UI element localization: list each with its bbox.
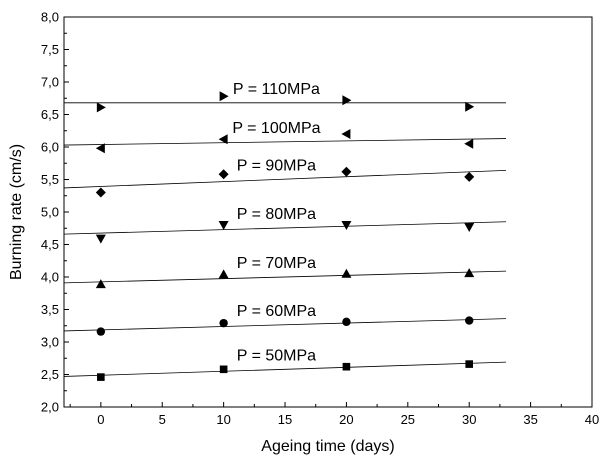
x-tick-label: 10 — [216, 412, 230, 427]
x-axis-title: Ageing time (days) — [261, 438, 394, 455]
y-tick-label: 5,5 — [41, 172, 59, 187]
plot-frame — [63, 16, 593, 408]
data-point-triangle-right — [342, 95, 352, 106]
data-point-triangle-up — [218, 269, 229, 279]
data-point-triangle-left — [95, 143, 105, 154]
data-point-diamond — [341, 166, 352, 177]
y-tick-label: 7,0 — [41, 75, 59, 90]
series-label: P = 50MPa — [237, 348, 316, 365]
x-tick-label: 5 — [159, 412, 166, 427]
y-tick-label: 6,0 — [41, 140, 59, 155]
y-tick-label: 7,5 — [41, 42, 59, 57]
series-label: P = 110MPa — [233, 81, 320, 98]
fit-line — [63, 138, 507, 146]
data-point-circle — [219, 318, 228, 328]
data-point-triangle-right — [465, 101, 475, 112]
data-point-diamond — [464, 171, 475, 182]
y-tick-label: 2,0 — [41, 400, 59, 415]
series-label: P = 60MPa — [237, 303, 316, 320]
data-point-triangle-down — [464, 222, 475, 232]
y-tick-label: 8,0 — [41, 10, 59, 25]
y-tick-label: 4,5 — [41, 237, 59, 252]
fit-line — [63, 318, 507, 332]
y-axis-ticks: 2,0 2,5 3,0 3,5 4,0 4,5 5,0 5,5 6,0 6,5 7,0 7,5 8,0 — [41, 10, 69, 415]
y-tick-label: 3,0 — [41, 335, 59, 350]
data-point-triangle-left — [218, 134, 228, 145]
data-point-triangle-up — [341, 268, 352, 278]
y-tick-label: 2,5 — [41, 367, 59, 382]
series-labels: P = 50MPa P = 60MPa P = 70MPa P = 80MPa P = … — [232, 81, 320, 365]
data-point-circle — [465, 316, 474, 325]
y-tick-label: 3,5 — [41, 302, 59, 317]
data-point-triangle-left — [464, 138, 474, 149]
y-tick-label: 5,0 — [41, 205, 59, 220]
data-point-circle — [342, 317, 351, 327]
series-label: P = 70MPa — [237, 255, 316, 272]
data-point-triangle-right — [96, 102, 106, 113]
series-label: P = 90MPa — [237, 158, 316, 175]
data-point-circle — [96, 327, 106, 336]
series-label: P = 100MPa — [232, 120, 320, 137]
x-tick-label: 35 — [523, 412, 537, 427]
fit-line — [63, 361, 507, 377]
fit-line — [63, 170, 507, 189]
data-points — [95, 91, 475, 381]
y-axis-title: Burning rate (cm/s) — [8, 144, 25, 280]
x-tick-label: 40 — [585, 412, 599, 427]
data-point-triangle-up — [464, 268, 475, 278]
y-tick-label: 4,0 — [41, 270, 59, 285]
x-tick-label: 15 — [278, 412, 292, 427]
x-tick-label: 20 — [339, 412, 353, 427]
data-point-triangle-down — [95, 234, 106, 244]
x-axis-ticks: 0 5 10 15 20 25 30 35 40 — [69, 402, 599, 427]
series-label: P = 80MPa — [237, 206, 316, 223]
data-point-square — [219, 365, 228, 374]
x-tick-label: 25 — [401, 412, 415, 427]
x-tick-label: 30 — [462, 412, 476, 427]
fit-line — [63, 221, 507, 235]
data-point-triangle-up — [95, 279, 106, 289]
data-point-triangle-down — [341, 221, 352, 230]
data-point-triangle-left — [341, 129, 351, 139]
y-tick-label: 6,5 — [41, 107, 59, 122]
data-point-diamond — [218, 169, 229, 180]
data-point-square — [97, 373, 105, 381]
data-point-triangle-down — [218, 221, 229, 230]
data-point-diamond — [95, 187, 106, 198]
fit-line — [63, 270, 507, 284]
data-point-triangle-right — [219, 91, 229, 102]
data-point-square — [342, 362, 351, 371]
data-point-square — [465, 360, 474, 368]
x-tick-label: 0 — [97, 412, 104, 427]
fit-lines — [63, 102, 507, 377]
